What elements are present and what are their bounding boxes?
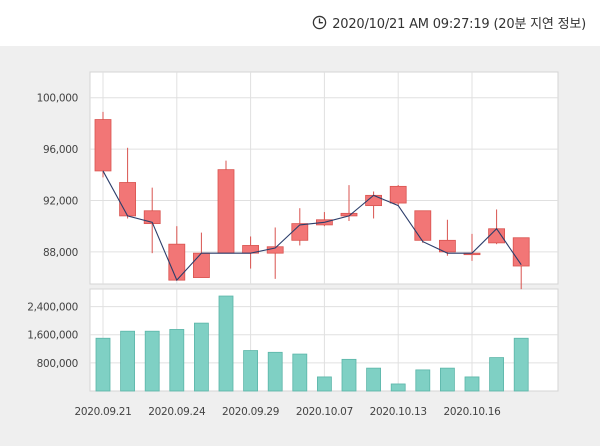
volume-bar xyxy=(316,376,332,392)
candle-body xyxy=(143,210,161,225)
price-line xyxy=(102,170,522,282)
chart-area: 100,000 96,000 92,000 88,000 2,400,000 1,600,… xyxy=(0,46,600,446)
volume-y-tick-label: 1,600,000 xyxy=(27,330,78,342)
candle-up xyxy=(438,219,456,256)
volume-bar xyxy=(144,330,160,392)
volume-y-tick-label: 2,400,000 xyxy=(27,302,78,314)
x-tick-label: 2020.10.16 xyxy=(443,406,501,418)
volume-bar xyxy=(218,295,234,392)
candle-up xyxy=(389,185,407,206)
volume-bar xyxy=(439,367,455,392)
volume-bar xyxy=(513,337,529,392)
volume-bar xyxy=(341,358,357,392)
x-tick-label: 2020.10.07 xyxy=(296,406,353,418)
x-tick-label: 2020.09.24 xyxy=(148,406,206,418)
candle-body xyxy=(192,252,210,278)
x-tick-label: 2020.10.13 xyxy=(370,406,427,418)
x-tick-label: 2020.09.21 xyxy=(74,406,131,418)
candle-body xyxy=(488,228,506,244)
stock-chart: 100,000 96,000 92,000 88,000 2,400,000 1,600,… xyxy=(27,71,559,418)
candle-body xyxy=(94,119,112,172)
volume-bar xyxy=(193,322,209,392)
volume-bar xyxy=(366,367,382,392)
candle-body xyxy=(389,185,407,204)
candle-body xyxy=(414,210,432,241)
volume-bar xyxy=(464,376,480,392)
candle-body xyxy=(291,223,309,241)
volume-bar xyxy=(390,383,406,392)
candle-body xyxy=(119,182,136,217)
price-y-tick-label: 88,000 xyxy=(43,247,78,259)
timestamp: 2020/10/21 AM 09:27:19 (20분 지연 정보) xyxy=(312,13,586,32)
candle-up xyxy=(414,210,432,243)
candle-up xyxy=(217,160,235,254)
volume-bar xyxy=(415,369,431,392)
volume-bar xyxy=(243,350,259,392)
timestamp-bar: 2020/10/21 AM 09:27:19 (20분 지연 정보) xyxy=(0,0,600,46)
price-y-tick-label: 92,000 xyxy=(43,195,78,207)
volume-bar xyxy=(292,353,308,392)
volume-bar xyxy=(120,330,135,392)
volume-bar xyxy=(169,329,185,392)
x-tick-label: 2020.09.29 xyxy=(222,406,279,418)
candle-body xyxy=(438,239,456,253)
volume-bar xyxy=(489,357,505,392)
candle-body xyxy=(512,237,530,267)
candle-up xyxy=(94,111,112,178)
volume-bar xyxy=(95,337,111,392)
price-y-tick-label: 96,000 xyxy=(43,144,78,156)
price-y-tick-label: 100,000 xyxy=(37,93,78,105)
volume-y-tick-label: 800,000 xyxy=(37,358,78,370)
candle-body xyxy=(217,169,235,254)
volume-bar xyxy=(267,351,283,392)
candle-up xyxy=(192,232,210,278)
timestamp-text: 2020/10/21 AM 09:27:19 (20분 지연 정보) xyxy=(332,17,586,32)
clock-icon xyxy=(312,15,327,30)
candle-up xyxy=(291,208,309,246)
